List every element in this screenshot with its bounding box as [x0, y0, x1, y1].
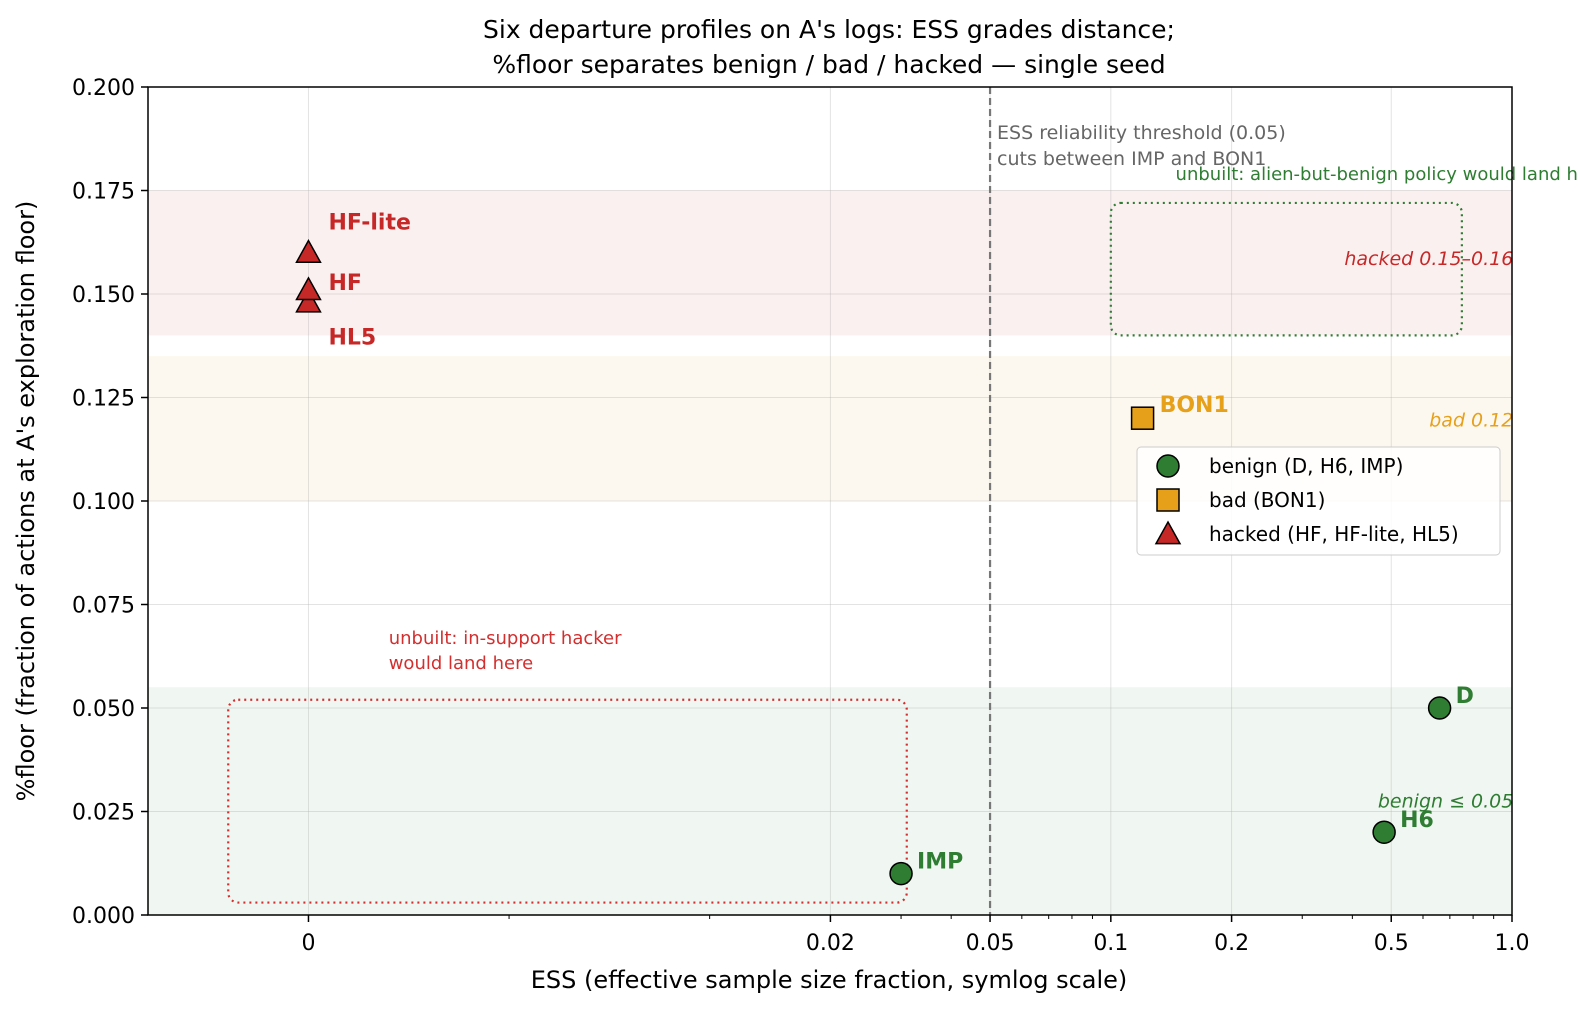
band-label-benign: benign ≤ 0.05 — [1378, 790, 1513, 812]
y-tick-label: 0.150 — [72, 283, 135, 308]
chart-title-line2: %floor separates benign / bad / hacked —… — [492, 50, 1165, 79]
x-tick-label: 0.05 — [966, 931, 1015, 956]
x-axis: 0 0.02 0.05 0.1 0.2 0.5 1.0 — [301, 915, 1530, 956]
point-hf — [295, 276, 322, 301]
x-axis-label: ESS (effective sample size fraction, sym… — [531, 966, 1128, 994]
threshold-label: ESS reliability threshold (0.05) — [997, 122, 1286, 144]
region-alien-but-benign — [1109, 201, 1463, 337]
legend-item-benign-d-h6-imp: benign (D, H6, IMP) — [1156, 454, 1403, 478]
point-hl5 — [295, 288, 322, 313]
y-tick-label: 0.200 — [72, 76, 135, 101]
y-tick-label: 0.025 — [72, 801, 135, 826]
y-tick-label: 0.175 — [72, 180, 135, 205]
legend-item-hacked-hf-hf-lite-hl5: hacked (HF, HF-lite, HL5) — [1154, 520, 1459, 546]
x-tick-label: 0.1 — [1093, 931, 1128, 956]
x-tick-label: 0.2 — [1214, 931, 1249, 956]
point-bon1 — [1130, 406, 1155, 430]
region-label-alien-but-benign: unbuilt: alien-but-benign policy would l… — [1176, 164, 1578, 185]
x-tick-label: 0.5 — [1374, 931, 1409, 956]
legend-marker-triangle — [1154, 520, 1182, 545]
region-label-in-support-hacker: unbuilt: in-support hacker — [389, 628, 622, 649]
y-axis-label: %floor (fraction of actions at A's explo… — [12, 201, 40, 802]
band-label-bad: bad 0.12 — [1429, 409, 1513, 431]
chart-title-line1: Six departure profiles on A's logs: ESS … — [483, 15, 1175, 44]
band-layer — [148, 190, 1512, 915]
y-tick-label: 0.125 — [72, 387, 135, 412]
y-tick-label: 0.050 — [72, 697, 135, 722]
region-label-in-support-hacker-line2: would land here — [389, 653, 533, 674]
point-hf-lite — [295, 239, 322, 263]
point-label-bon1: BON1 — [1160, 393, 1229, 418]
x-tick-label: 0 — [301, 931, 315, 956]
points-layer: D H6 IMP BON1 HF-lite HF HL5 — [295, 211, 1474, 886]
point-label-hl5: HL5 — [328, 325, 376, 350]
threshold-label-line2: cuts between IMP and BON1 — [997, 148, 1266, 170]
legend-label: bad (BON1) — [1209, 488, 1325, 512]
point-label-imp: IMP — [917, 850, 963, 875]
point-label-h6: H6 — [1400, 808, 1434, 833]
point-label-hf-lite: HF-lite — [328, 211, 410, 236]
region-layer: unbuilt: in-support hacker would land her… — [227, 164, 1578, 904]
point-imp — [889, 861, 913, 886]
legend-box — [1136, 446, 1501, 556]
band-label-layer: benign ≤ 0.05 bad 0.12 hacked 0.15–0.16 — [1344, 248, 1513, 812]
band-hacked — [148, 190, 1512, 336]
legend-label: benign (D, H6, IMP) — [1209, 454, 1403, 478]
point-label-hf: HF — [328, 271, 361, 296]
legend-marker-square — [1156, 488, 1180, 512]
x-tick-label: 0.02 — [806, 931, 855, 956]
band-label-hacked: hacked 0.15–0.16 — [1344, 248, 1513, 270]
legend: benign (D, H6, IMP) bad (BON1) hacked (HF,… — [1136, 446, 1501, 556]
band-benign — [148, 687, 1512, 915]
legend-item-bad-bon1: bad (BON1) — [1156, 488, 1325, 512]
legend-label: hacked (HF, HF-lite, HL5) — [1209, 522, 1459, 546]
x-tick-label: 1.0 — [1495, 931, 1530, 956]
y-tick-label: 0.100 — [72, 490, 135, 515]
legend-marker-circle — [1156, 454, 1180, 478]
y-axis: 0.000 0.025 0.050 0.075 0.100 0.125 0.150 0.175… — [72, 76, 148, 929]
chart-title: Six departure profiles on A's logs: ESS … — [483, 15, 1175, 79]
y-tick-label: 0.000 — [72, 904, 135, 929]
point-label-d: D — [1456, 684, 1474, 709]
threshold-layer: ESS reliability threshold (0.05) cuts bet… — [988, 87, 1286, 915]
point-h6 — [1372, 820, 1396, 844]
y-tick-label: 0.075 — [72, 594, 135, 619]
region-in-support-hacker — [227, 698, 908, 904]
point-d — [1427, 696, 1452, 720]
